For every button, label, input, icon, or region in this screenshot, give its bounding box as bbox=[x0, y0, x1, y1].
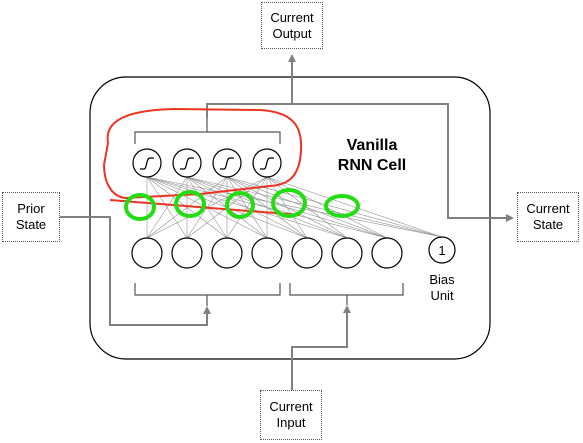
current-output-box: Current Output bbox=[261, 2, 323, 49]
current-state-box: Current State bbox=[517, 192, 579, 242]
hidden-unit bbox=[132, 148, 162, 178]
cell-title-line1: Vanilla bbox=[346, 137, 398, 154]
hidden-unit bbox=[172, 148, 202, 178]
bias-weight-line bbox=[266, 176, 443, 238]
prior-state-box: Prior State bbox=[2, 192, 60, 242]
hidden-unit bbox=[212, 148, 242, 178]
green-highlight-circle bbox=[124, 193, 156, 221]
current-input-line2: Input bbox=[276, 415, 306, 430]
current-state-line1: Current bbox=[526, 201, 570, 216]
bias-unit-value: 1 bbox=[438, 243, 445, 258]
bias-unit-label: Bias Unit bbox=[417, 272, 467, 304]
weight-line bbox=[146, 176, 188, 239]
current-input-line1: Current bbox=[269, 399, 313, 414]
current-output-line1: Current bbox=[270, 9, 314, 25]
current-input-unit bbox=[291, 237, 323, 269]
green-highlight-circle bbox=[174, 190, 206, 218]
input-arrow bbox=[291, 305, 351, 390]
weight-line bbox=[266, 176, 308, 239]
output-arrow bbox=[206, 54, 296, 118]
green-highlight-circle bbox=[271, 188, 307, 218]
prior-state-arrow bbox=[60, 216, 211, 326]
sigmoid-icon bbox=[260, 157, 274, 170]
weight-line bbox=[266, 176, 348, 239]
green-highlight-circle bbox=[324, 194, 360, 218]
current-output-line2: Output bbox=[272, 25, 312, 41]
sigmoid-icon bbox=[180, 157, 194, 170]
hidden-layer-bracket bbox=[134, 118, 281, 144]
bias-weight-line bbox=[186, 176, 443, 238]
weight-connections bbox=[146, 176, 443, 239]
sigmoid-icon bbox=[220, 157, 234, 170]
prior-state-unit bbox=[211, 237, 243, 269]
sigmoid-icon bbox=[140, 157, 154, 170]
prior-state-unit bbox=[171, 237, 203, 269]
bias-weight-line bbox=[226, 176, 443, 238]
prior-state-line1: Prior bbox=[17, 201, 45, 216]
bias-unit bbox=[428, 236, 456, 264]
bias-label-line2: Unit bbox=[430, 288, 454, 303]
state-input-bracket bbox=[134, 283, 281, 306]
weight-line bbox=[146, 176, 228, 239]
current-input-bracket bbox=[289, 283, 404, 305]
cell-title: Vanilla RNN Cell bbox=[322, 136, 422, 176]
prior-state-unit bbox=[131, 237, 163, 269]
bias-weight-line bbox=[146, 176, 443, 238]
current-input-box: Current Input bbox=[260, 390, 322, 440]
current-state-arrow bbox=[292, 103, 514, 222]
prior-state-line2: State bbox=[15, 217, 47, 232]
green-highlight-circle bbox=[225, 191, 255, 219]
prior-state-unit bbox=[251, 237, 283, 269]
bias-label-line1: Bias bbox=[429, 272, 455, 287]
hidden-unit bbox=[252, 148, 282, 178]
current-state-line2: State bbox=[532, 217, 564, 232]
current-input-unit bbox=[371, 237, 403, 269]
cell-title-line2: RNN Cell bbox=[337, 157, 407, 174]
current-input-unit bbox=[331, 237, 363, 269]
